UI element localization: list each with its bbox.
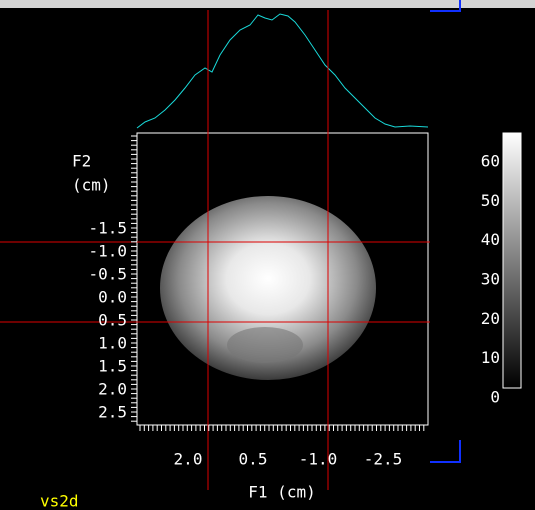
corner-mark	[430, 0, 461, 12]
colorbar-label: 60	[481, 152, 500, 171]
window-label: vs2d	[40, 492, 79, 510]
y-label: (cm)	[72, 176, 111, 195]
y-tick-label: -1.5	[88, 219, 127, 238]
y-tick-label: 1.0	[98, 334, 127, 353]
y-tick-label: 0.0	[98, 288, 127, 307]
colorbar-label: 30	[481, 270, 500, 289]
colorbar-label: 0	[490, 388, 500, 407]
y-tick-label: 2.0	[98, 380, 127, 399]
x-tick-label: 2.0	[174, 450, 203, 469]
x-tick-label: -2.5	[364, 450, 403, 469]
colorbar-label: 10	[481, 348, 500, 367]
y-tick-label: 0.5	[98, 311, 127, 330]
y-tick-label: 2.5	[98, 403, 127, 422]
profile-trace	[136, 13, 429, 129]
y-tick-label: -0.5	[88, 265, 127, 284]
colorbar-label: 50	[481, 191, 500, 210]
colorbar	[502, 132, 522, 389]
x-tick-label: 0.5	[239, 450, 268, 469]
x-tick-label: -1.0	[299, 450, 338, 469]
colorbar-label: 40	[481, 230, 500, 249]
y-tick-label: -1.0	[88, 242, 127, 261]
image-detail	[227, 327, 303, 363]
corner-mark	[430, 440, 461, 463]
y-tick-label: 1.5	[98, 357, 127, 376]
x-label: F1 (cm)	[248, 483, 315, 502]
y-label: F2	[72, 152, 91, 171]
colorbar-label: 20	[481, 309, 500, 328]
top-strip	[0, 0, 535, 8]
